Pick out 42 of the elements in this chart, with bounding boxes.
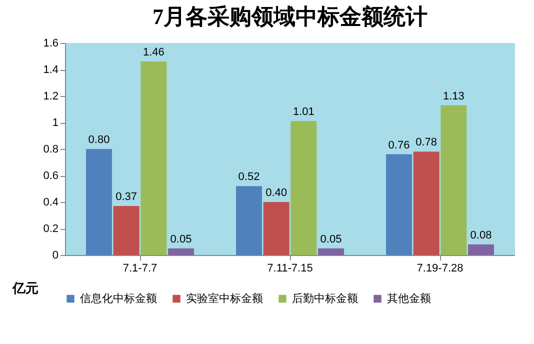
- bar: [236, 186, 262, 255]
- bar: [168, 248, 194, 255]
- bar: [440, 105, 467, 255]
- legend-label: 实验室中标金额: [186, 292, 263, 305]
- data-label: 1.01: [292, 106, 314, 118]
- data-label: 0.78: [416, 136, 438, 149]
- data-label: 0.08: [470, 229, 492, 242]
- data-label: 1.46: [142, 46, 164, 59]
- bar: [140, 62, 167, 255]
- legend-label: 其他金额: [387, 292, 431, 305]
- y-tick-label: 0.4: [43, 196, 58, 208]
- bar: [86, 149, 112, 255]
- y-tick-label: 0: [52, 250, 58, 262]
- bar: [263, 202, 290, 255]
- y-tick-label: 0.2: [43, 223, 58, 235]
- bar: [290, 121, 317, 255]
- y-tick-label: 0.6: [43, 170, 58, 182]
- bar: [318, 248, 344, 255]
- data-label: 0.52: [238, 171, 260, 184]
- x-tick-label: 7.1-7.7: [122, 262, 158, 274]
- y-tick-label: 1.6: [43, 38, 58, 50]
- legend-label: 后勤中标金额: [292, 292, 358, 305]
- x-tick-label: 7.19-7.28: [416, 262, 464, 274]
- legend-label: 信息化中标金额: [80, 292, 157, 305]
- bar: [413, 152, 440, 255]
- chart-title: 7月各采购领域中标金额统计: [152, 4, 428, 29]
- data-label: 0.05: [320, 233, 342, 246]
- bar: [468, 244, 494, 255]
- y-axis-title: 亿元: [12, 280, 38, 296]
- data-label: 0.40: [266, 187, 288, 199]
- data-label: 0.80: [88, 134, 110, 146]
- y-tick-label: 1: [52, 117, 58, 129]
- bar: [386, 154, 412, 255]
- x-tick-label: 7.11-7.15: [267, 262, 313, 274]
- data-label: 0.37: [116, 190, 138, 203]
- y-tick-label: 0.8: [43, 144, 58, 156]
- data-label: 0.76: [388, 139, 410, 152]
- data-label: 0.05: [170, 233, 192, 246]
- data-label: 1.13: [442, 90, 464, 102]
- bar: [113, 206, 140, 255]
- y-tick-label: 1.2: [43, 90, 58, 102]
- y-tick-label: 1.4: [43, 64, 58, 76]
